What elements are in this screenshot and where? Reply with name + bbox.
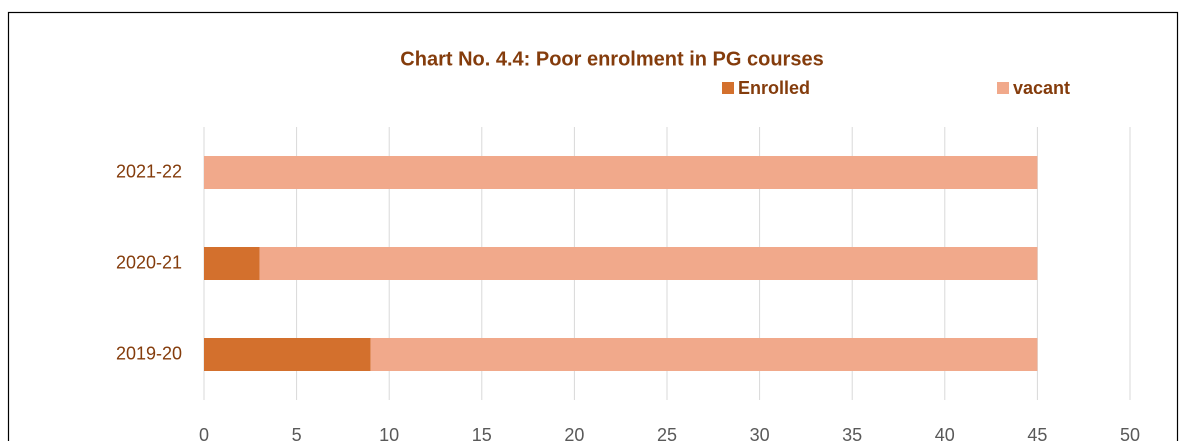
x-tick-label: 10 [379,425,399,441]
x-tick-label: 30 [750,425,770,441]
legend-swatch [997,82,1009,94]
x-tick-label: 20 [564,425,584,441]
x-tick-label: 15 [472,425,492,441]
y-tick-label: 2020-21 [116,252,182,272]
legend-label: vacant [1013,78,1070,98]
bar-segment [204,247,260,280]
x-tick-label: 5 [292,425,302,441]
chart-border [7,11,1179,441]
bar-segment [204,338,371,371]
bar-segment [204,156,1038,189]
x-tick-label: 50 [1120,425,1140,441]
bar-segment [370,338,1038,371]
x-tick-label: 40 [935,425,955,441]
legend-label: Enrolled [738,78,810,98]
x-tick-label: 0 [199,425,209,441]
x-tick-label: 45 [1027,425,1047,441]
y-tick-label: 2019-20 [116,343,182,363]
x-tick-label: 35 [842,425,862,441]
legend-swatch [722,82,734,94]
bar-segment [259,247,1038,280]
x-tick-label: 25 [657,425,677,441]
chart-title: Chart No. 4.4: Poor enrolment in PG cour… [400,48,823,70]
y-tick-label: 2021-22 [116,161,182,181]
